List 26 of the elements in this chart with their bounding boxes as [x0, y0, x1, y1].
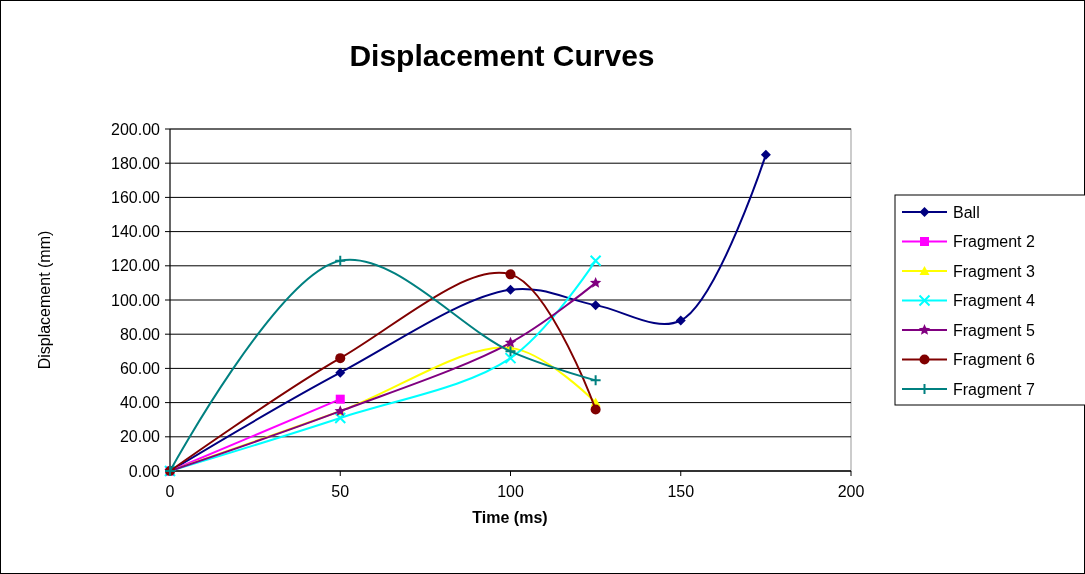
legend-label: Fragment 5 [953, 321, 1035, 339]
x-tick-label: 0 [165, 483, 175, 500]
y-tick-label: 40.00 [119, 394, 161, 412]
chart-title: Displacement Curves [349, 39, 655, 72]
y-tick-label: 80.00 [119, 325, 161, 343]
x-tick-label: 100 [497, 483, 524, 500]
x-tick-label: 200 [837, 483, 865, 500]
y-tick-label: 160.00 [111, 189, 161, 206]
y-tick-label: 140.00 [111, 223, 161, 241]
y-tick-label: 0.00 [128, 462, 161, 480]
legend-label: Fragment 2 [953, 233, 1035, 251]
legend-label: Fragment 7 [953, 380, 1035, 398]
legend-label: Fragment 6 [953, 351, 1035, 369]
x-tick-label: 50 [331, 483, 350, 500]
x-tick-label: 150 [667, 483, 695, 500]
legend-label: Fragment 4 [953, 292, 1035, 310]
y-tick-label: 60.00 [119, 360, 161, 377]
legend-label: Ball [953, 203, 980, 221]
y-tick-label: 120.00 [111, 257, 161, 275]
y-tick-label: 180.00 [111, 154, 161, 172]
y-tick-label: 20.00 [119, 428, 161, 446]
y-tick-label: 200.00 [111, 120, 161, 138]
x-axis-title: Time (ms) [472, 509, 548, 526]
y-axis-title: Displacement (mm) [36, 230, 53, 370]
legend-label: Fragment 3 [953, 262, 1035, 280]
y-tick-label: 100.00 [111, 291, 161, 309]
